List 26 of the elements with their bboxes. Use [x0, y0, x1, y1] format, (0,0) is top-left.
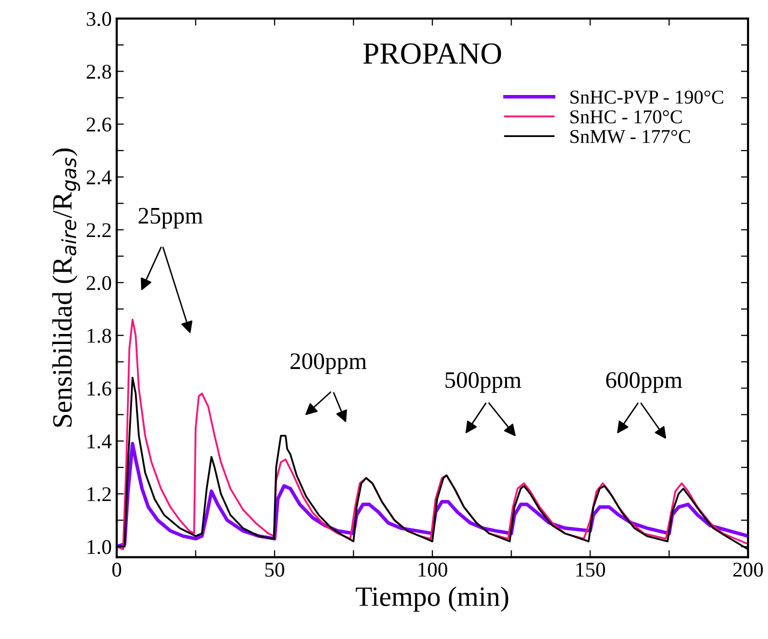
x-tick-label: 50 [265, 562, 284, 577]
x-axis-title: Tiempo (min) [356, 586, 508, 612]
legend-label: SnHC - 170°C [570, 110, 682, 124]
y-tick-label: 1.4 [88, 434, 112, 449]
text: PROPANO [363, 43, 502, 64]
y-tick-label: 1.6 [88, 382, 112, 396]
x-tick-label: 0 [112, 562, 122, 577]
x-tick-label: 200 [733, 562, 763, 577]
y-tick-label: 2.0 [86, 276, 112, 290]
annotation: 600ppm [606, 372, 682, 393]
annotation: 25ppm [138, 208, 203, 229]
y-tick-label: 2.2 [86, 223, 111, 238]
annotation: 200ppm [290, 353, 367, 374]
y-tick-label: 2.4 [86, 170, 112, 184]
x-tick-label: 100 [418, 562, 448, 577]
legend-label: SnMW - 177°C [570, 130, 690, 144]
annotation: 500ppm [446, 372, 522, 393]
y-tick-label: 1.0 [88, 540, 112, 554]
y-tick-label: 2.6 [86, 118, 112, 132]
y-tick-label: 1.8 [88, 328, 112, 343]
x-tick-label: 150 [576, 562, 606, 577]
y-tick-label: 1.2 [88, 487, 111, 502]
y-axis-title: Sensibilidad (R$_{aire}$/R$_{gas}$) [52, 148, 80, 427]
y-tick-label: 3.0 [86, 12, 112, 26]
legend-label: SnHC-PVP - 190°C [570, 90, 724, 104]
y-tick-label: 2.8 [86, 64, 112, 79]
